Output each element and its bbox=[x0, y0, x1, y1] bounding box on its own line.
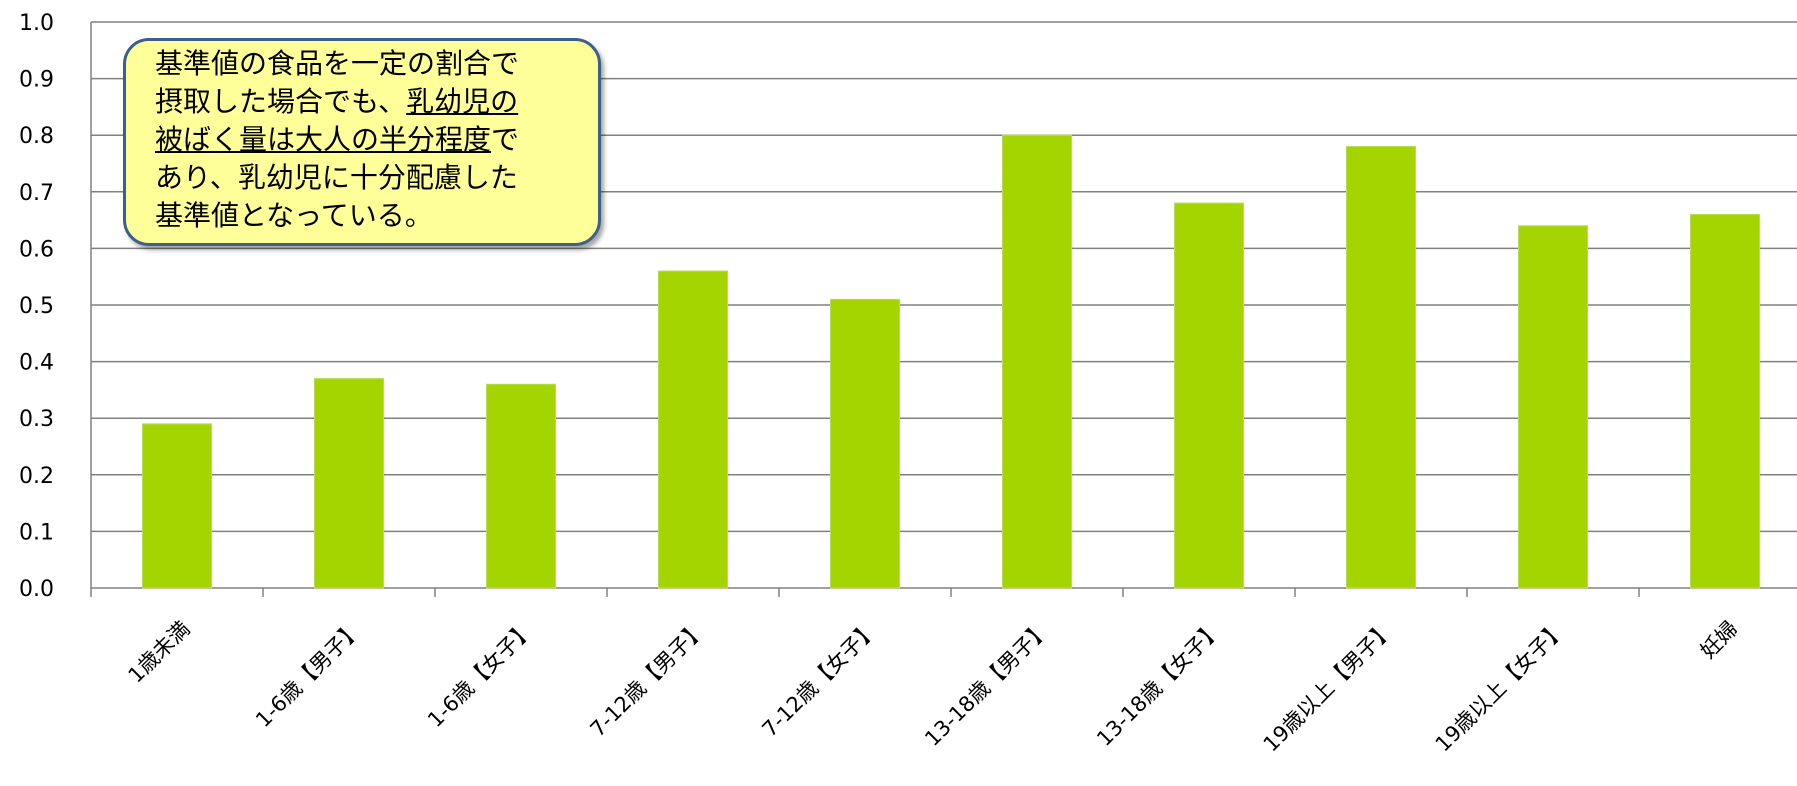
y-tick-label: 0.1 bbox=[19, 520, 54, 545]
x-category-label: 妊婦 bbox=[1696, 617, 1743, 664]
bar bbox=[142, 423, 212, 589]
x-category-label: 1-6歳【男子】 bbox=[251, 617, 366, 732]
y-tick-label: 0.4 bbox=[19, 351, 54, 376]
x-category-label: 13-18歳【女子】 bbox=[1092, 617, 1226, 751]
bar bbox=[314, 378, 384, 589]
x-category-label: 13-18歳【男子】 bbox=[920, 617, 1054, 751]
y-tick-label: 0.6 bbox=[19, 237, 54, 262]
y-axis-tick-labels: 0.0 0.1 0.2 0.3 0.4 0.5 0.6 0.7 0.8 0.9 1.0 bbox=[19, 11, 54, 602]
x-axis bbox=[90, 22, 1640, 597]
bars bbox=[142, 134, 1760, 589]
x-category-label: 19歳以上【男子】 bbox=[1259, 617, 1399, 757]
bar bbox=[1002, 134, 1072, 589]
x-axis-category-labels: 1歳未満 1-6歳【男子】 1-6歳【女子】 7-12歳【男子】 7-12歳【女子】 13… bbox=[124, 617, 1743, 757]
bar bbox=[1174, 202, 1244, 589]
annotation-text: で bbox=[491, 123, 520, 156]
y-tick-label: 0.5 bbox=[19, 294, 54, 319]
annotation-callout: 基準値の食品を一定の割合で 摂取した場合でも、乳幼児の 被ばく量は大人の半分程度… bbox=[123, 38, 601, 246]
annotation-text: 摂取した場合でも、 bbox=[155, 85, 407, 118]
annotation-underlined-text: 乳幼児の bbox=[406, 85, 519, 118]
y-tick-label: 0.3 bbox=[19, 407, 54, 432]
x-category-label: 1-6歳【女子】 bbox=[423, 617, 538, 732]
y-tick-label: 1.0 bbox=[19, 11, 54, 36]
x-category-label: 19歳以上【女子】 bbox=[1431, 617, 1571, 757]
bar bbox=[1346, 146, 1416, 589]
annotation-line: 被ばく量は大人の半分程度で bbox=[155, 121, 584, 159]
bar bbox=[486, 383, 556, 589]
annotation-line: 摂取した場合でも、乳幼児の bbox=[155, 83, 584, 121]
bar bbox=[658, 270, 728, 589]
bar bbox=[1518, 225, 1588, 589]
annotation-line: 基準値の食品を一定の割合で bbox=[155, 47, 520, 80]
bar bbox=[830, 298, 900, 589]
y-tick-label: 0.9 bbox=[19, 68, 54, 93]
y-tick-label: 0.2 bbox=[19, 464, 54, 489]
x-category-label: 1歳未満 bbox=[124, 617, 195, 688]
y-tick-label: 0.0 bbox=[19, 577, 54, 602]
y-tick-label: 0.7 bbox=[19, 181, 54, 206]
annotation-underlined-text: 被ばく量は大人の半分程度 bbox=[155, 123, 492, 156]
annotation-line: 基準値となっている。 bbox=[155, 199, 433, 232]
annotation-line: あり、乳幼児に十分配慮した bbox=[155, 161, 518, 194]
y-tick-label: 0.8 bbox=[19, 124, 54, 149]
bar bbox=[1690, 213, 1760, 589]
x-category-label: 7-12歳【女子】 bbox=[758, 617, 883, 742]
x-category-label: 7-12歳【男子】 bbox=[586, 617, 711, 742]
